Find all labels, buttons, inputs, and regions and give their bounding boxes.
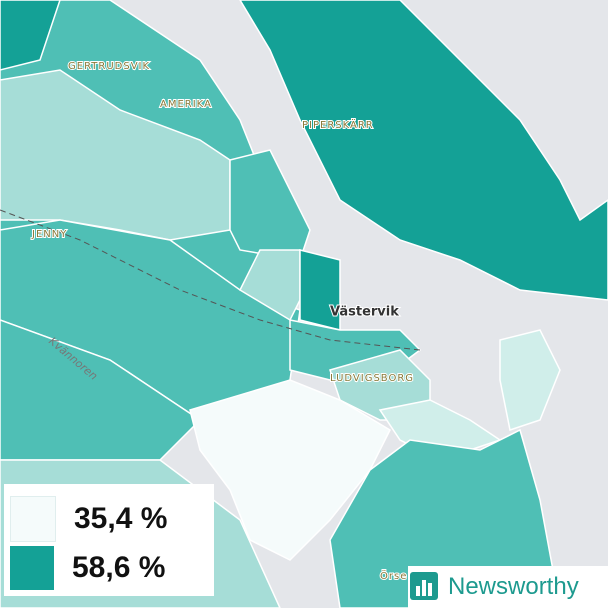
legend-label: 35,4 % (74, 502, 168, 535)
legend-swatch (10, 496, 56, 542)
place-label: JENNY (31, 229, 67, 240)
place-label: AMERIKA (160, 99, 212, 110)
place-label: GERTRUDSVIK (68, 61, 150, 72)
legend: 35,4 % 58,6 % (4, 484, 214, 596)
legend-item: 35,4 % (10, 496, 167, 542)
district (189, 379, 391, 561)
place-label: Örse (380, 569, 407, 582)
place-label: LUDVIGSBORG (330, 373, 414, 384)
road (0, 209, 421, 351)
district (499, 329, 561, 431)
brand-logo (410, 572, 438, 600)
legend-swatch (10, 546, 54, 590)
place-label: PIPERSKÄRR (302, 118, 374, 131)
place-label: Västervik (330, 305, 399, 320)
legend-label: 58,6 % (72, 551, 166, 584)
brand-label: Newsworthy (448, 573, 579, 600)
district (0, 0, 61, 71)
legend-item: 58,6 % (10, 546, 165, 590)
district (0, 319, 202, 461)
brand: Newsworthy (408, 566, 608, 608)
district (229, 149, 311, 261)
district (239, 0, 608, 301)
district (329, 428, 561, 608)
